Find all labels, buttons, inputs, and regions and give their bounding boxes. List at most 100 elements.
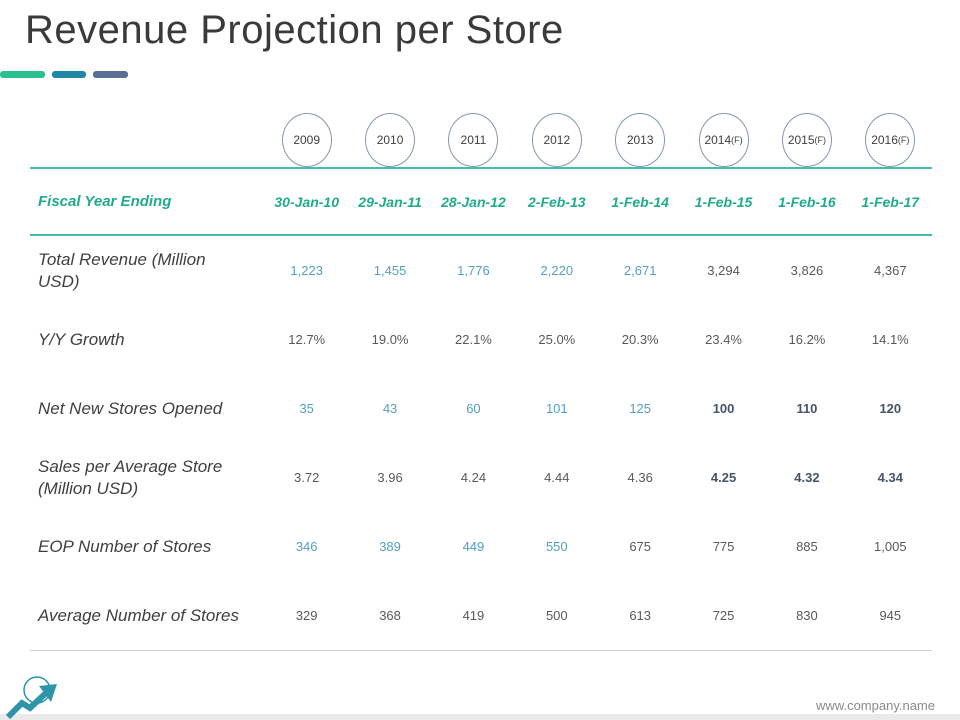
cell-value: 19.0%	[371, 332, 409, 347]
cell-value: 346	[295, 539, 318, 554]
cell-value: 885	[796, 539, 818, 554]
fiscal-date: 30-Jan-10	[274, 193, 339, 210]
trend-arrow-circle-logo-icon	[6, 676, 57, 719]
year-label: 2012	[543, 132, 571, 147]
table-row: Total Revenue (Million USD) 1,223 1,455 …	[30, 236, 932, 305]
cell-value: 43	[382, 401, 398, 416]
fiscal-date: 28-Jan-12	[441, 193, 506, 210]
page-title: Revenue Projection per Store	[25, 8, 564, 52]
cell-value: 25.0%	[538, 332, 576, 347]
cell-value: 125	[629, 401, 652, 416]
year-badge: 2013	[615, 112, 666, 167]
cell-value: 419	[462, 608, 485, 623]
fiscal-date: 1-Feb-15	[694, 193, 753, 210]
year-suffix: (F)	[814, 134, 827, 145]
cell-value: 2,220	[540, 263, 574, 278]
revenue-table: 2009 2010 2011 2012 2013 2014 (F) 2015 (F)…	[30, 112, 932, 651]
year-badge: 2012	[531, 112, 582, 167]
row-label: Net New Stores Opened	[38, 398, 223, 418]
year-badge: 2015 (F)	[781, 112, 832, 167]
year-label: 2011	[460, 132, 487, 147]
cell-value: 1,223	[290, 263, 323, 278]
cell-value: 4,367	[874, 263, 907, 278]
fiscal-date: 2-Feb-13	[528, 193, 586, 210]
row-label: Total Revenue (Million USD)	[38, 250, 206, 291]
cell-value: 3,294	[707, 263, 740, 278]
year-suffix: (F)	[731, 134, 743, 145]
row-label: EOP Number of Stores	[38, 536, 212, 556]
cell-value: 4.44	[544, 470, 570, 485]
row-label: Average Number of Stores	[38, 605, 239, 625]
fiscal-date: 1-Feb-14	[611, 193, 669, 210]
cell-value: 23.4%	[705, 332, 742, 347]
table-row: EOP Number of Stores 346 389 449 550 675…	[30, 512, 932, 581]
accent-bar-slate	[93, 71, 128, 78]
year-badge: 2009	[281, 112, 332, 167]
cell-value: 550	[545, 539, 568, 554]
cell-value: 4.24	[460, 470, 487, 485]
fiscal-date: 1-Feb-17	[861, 193, 920, 210]
cell-value: 1,776	[457, 263, 490, 278]
cell-value: 500	[545, 608, 568, 623]
company-url: www.company.name	[816, 698, 935, 713]
year-label: 2010	[376, 132, 404, 147]
cell-value: 14.1%	[871, 332, 909, 347]
bottom-strip	[0, 714, 960, 720]
cell-value: 1,455	[373, 263, 407, 278]
cell-value: 110	[796, 401, 818, 416]
year-label: 2009	[293, 132, 321, 147]
table-row: Y/Y Growth 12.7% 19.0% 22.1% 25.0% 20.3%…	[30, 305, 932, 374]
cell-value: 4.34	[877, 470, 903, 485]
cell-value: 3,826	[790, 263, 824, 278]
year-label: 2013	[626, 132, 654, 147]
cell-value: 449	[462, 539, 485, 554]
cell-value: 3.72	[294, 470, 320, 485]
year-badge: 2011	[448, 112, 499, 167]
cell-value: 4.36	[627, 470, 653, 485]
cell-value: 775	[712, 539, 735, 554]
year-label: 2015	[787, 132, 815, 147]
title-accent-bars	[0, 71, 128, 78]
table-row: Sales per Average Store (Million USD) 3.…	[30, 443, 932, 512]
year-label: 2016	[871, 132, 898, 147]
cell-value: 4.25	[710, 470, 737, 485]
cell-value: 101	[545, 401, 568, 416]
year-label: 2014	[704, 132, 732, 147]
table-bottom-rule	[30, 650, 932, 651]
cell-value: 368	[379, 608, 401, 623]
cell-value: 830	[796, 608, 818, 623]
accent-bar-green	[0, 71, 45, 78]
cell-value: 100	[712, 401, 735, 416]
table-row: Average Number of Stores 329 368 419 500…	[30, 581, 932, 650]
cell-value: 16.2%	[788, 332, 826, 347]
cell-value: 35	[299, 401, 314, 416]
accent-bar-teal	[52, 71, 86, 78]
table-row: Net New Stores Opened 35 43 60 101 125 1…	[30, 374, 932, 443]
fiscal-row-label: Fiscal Year Ending	[38, 193, 172, 210]
cell-value: 4.32	[794, 470, 820, 485]
table-header-row: 2009 2010 2011 2012 2013 2014 (F) 2015 (F)…	[30, 112, 932, 169]
year-badge: 2010	[365, 112, 416, 167]
row-label: Y/Y Growth	[38, 329, 125, 349]
year-badge: 2014 (F)	[698, 112, 749, 167]
year-suffix: (F)	[897, 134, 910, 145]
cell-value: 329	[295, 608, 318, 623]
cell-value: 945	[879, 608, 902, 623]
cell-value: 20.3%	[621, 332, 659, 347]
cell-value: 60	[466, 401, 481, 416]
cell-value: 2,671	[623, 263, 657, 278]
year-badge: 2016 (F)	[865, 112, 916, 167]
fiscal-date: 1-Feb-16	[778, 193, 836, 210]
cell-value: 613	[629, 608, 652, 623]
cell-value: 725	[712, 608, 735, 623]
cell-value: 120	[879, 401, 902, 416]
fiscal-year-row: Fiscal Year Ending 30-Jan-10 29-Jan-11 2…	[30, 169, 932, 236]
cell-value: 1,005	[874, 539, 907, 554]
cell-value: 3.96	[377, 470, 403, 485]
cell-value: 12.7%	[288, 332, 326, 347]
fiscal-date: 29-Jan-11	[358, 193, 422, 210]
row-label: Sales per Average Store (Million USD)	[38, 457, 223, 498]
cell-value: 22.1%	[455, 332, 492, 347]
cell-value: 389	[379, 539, 401, 554]
cell-value: 675	[629, 539, 652, 554]
